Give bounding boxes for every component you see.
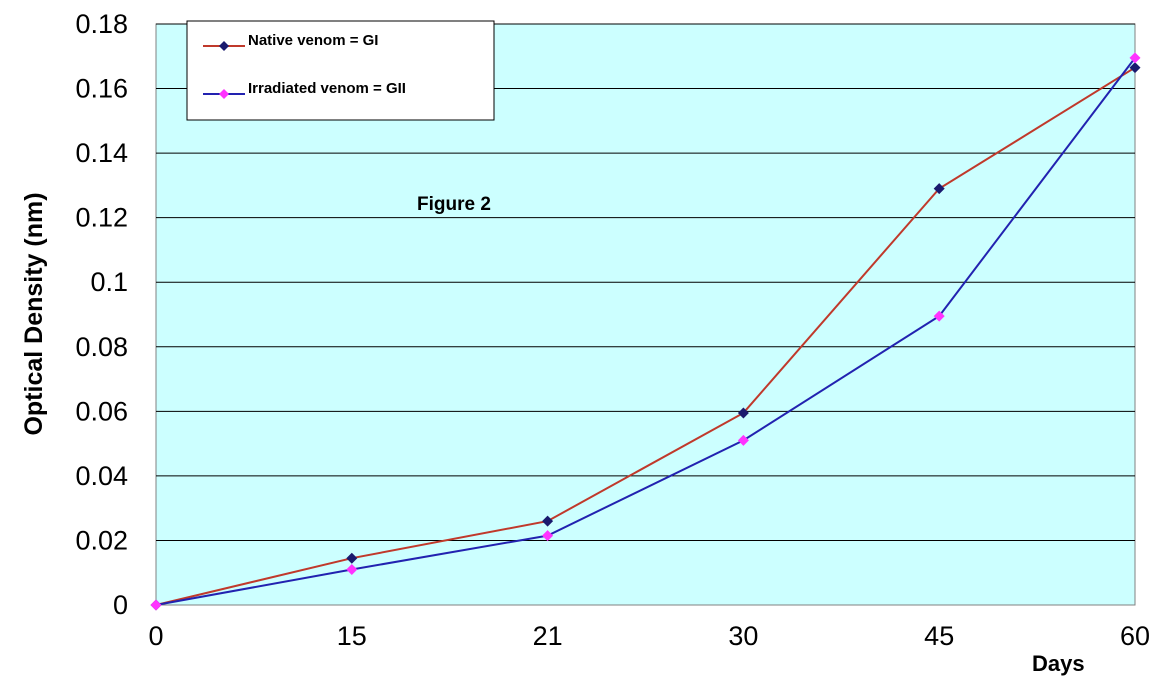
- x-tick-label: 60: [1120, 621, 1150, 651]
- y-axis-title: Optical Density (nm): [20, 192, 48, 435]
- y-tick-label: 0.06: [75, 396, 128, 426]
- legend-marker-swatch: [219, 89, 229, 99]
- series-2: [150, 52, 1141, 611]
- series-1: [150, 62, 1141, 611]
- data-point-marker: [150, 599, 162, 611]
- data-point-marker: [1129, 62, 1141, 74]
- y-tick-label: 0.12: [75, 203, 128, 233]
- y-tick-label: 0.04: [75, 461, 128, 491]
- legend-marker-swatch: [219, 41, 229, 51]
- legend: Native venom = GI Irradiated venom = GII: [186, 20, 495, 121]
- data-point-marker: [737, 434, 749, 446]
- x-tick-label: 45: [924, 621, 954, 651]
- data-point-marker: [737, 407, 749, 419]
- y-tick-label: 0.02: [75, 525, 128, 555]
- y-tick-label: 0.18: [75, 9, 128, 39]
- x-axis-title: Days: [1032, 651, 1085, 676]
- x-tick-label: 15: [337, 621, 367, 651]
- y-axis-tick-labels: 0 0.02 0.04 0.06 0.08 0.1 0.12 0.14 0.16 0.18: [75, 9, 128, 620]
- data-point-marker: [933, 310, 945, 322]
- data-point-marker: [346, 552, 358, 564]
- series-line-1: [155, 66, 1136, 606]
- data-point-marker: [346, 563, 358, 575]
- series-line-2: [155, 57, 1136, 606]
- y-tick-label: 0.14: [75, 138, 128, 168]
- plot-area-background: [155, 23, 1136, 606]
- y-tick-label: 0.08: [75, 332, 128, 362]
- data-point-marker: [1129, 52, 1141, 64]
- x-axis-tick-labels: 0 15 21 30 45 60: [148, 621, 1150, 651]
- legend-label: Native venom = GI: [248, 32, 378, 49]
- figure-annotation: Figure 2: [417, 194, 491, 215]
- data-point-marker: [933, 183, 945, 195]
- data-point-marker: [542, 530, 554, 542]
- y-tick-label: 0.1: [90, 267, 128, 297]
- x-tick-label: 30: [728, 621, 758, 651]
- legend-items: Native venom = GI Irradiated venom = GII: [203, 32, 406, 99]
- y-tick-label: 0: [113, 590, 128, 620]
- legend-label: Irradiated venom = GII: [248, 80, 406, 97]
- data-point-marker: [542, 515, 554, 527]
- x-tick-label: 21: [533, 621, 563, 651]
- data-series: [150, 52, 1141, 611]
- legend-box: [186, 20, 495, 121]
- x-tick-label: 0: [148, 621, 163, 651]
- y-tick-label: 0.16: [75, 74, 128, 104]
